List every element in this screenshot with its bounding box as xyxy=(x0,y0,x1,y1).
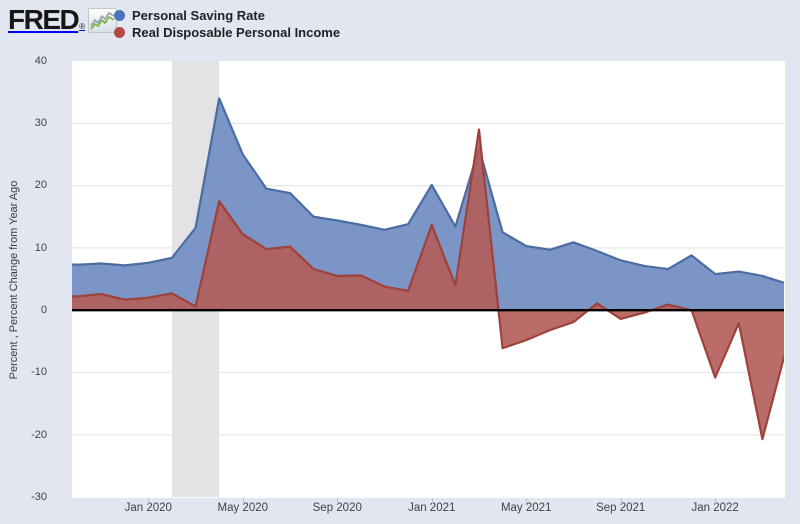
y-tick-label: 40 xyxy=(34,54,47,67)
x-tick-mark xyxy=(148,498,150,504)
y-tick-label: 30 xyxy=(34,117,47,130)
legend-item-real-disposable-personal-income: Real Disposable Personal Income xyxy=(114,25,340,40)
x-tick-mark xyxy=(526,498,528,504)
legend-label: Personal Saving Rate xyxy=(132,8,265,23)
x-tick-label: May 2020 xyxy=(217,502,269,514)
chart-plot-area[interactable] xyxy=(72,61,785,498)
y-tick-label: 10 xyxy=(34,241,47,254)
x-tick-mark xyxy=(715,498,717,504)
legend-item-personal-saving-rate: Personal Saving Rate xyxy=(114,8,340,23)
x-tick-mark xyxy=(620,498,622,504)
legend-swatch-blue xyxy=(114,10,125,21)
x-tick-label: Sep 2020 xyxy=(312,502,362,514)
y-tick-label: 20 xyxy=(34,179,47,192)
sparkline-icon xyxy=(88,7,118,33)
x-tick-label: Jan 2022 xyxy=(691,502,739,514)
y-tick-label: -10 xyxy=(31,366,47,379)
x-tick-label: Sep 2021 xyxy=(596,502,646,514)
line-real-disposable-personal-income xyxy=(72,128,785,441)
area-real-disposable-personal-income xyxy=(72,129,785,440)
x-tick-mark xyxy=(337,498,339,504)
registered-mark-icon: ® xyxy=(79,22,86,31)
x-tick-mark xyxy=(242,498,244,504)
y-tick-label: 0 xyxy=(40,304,47,316)
x-tick-label: Jan 2020 xyxy=(124,502,172,514)
y-axis-title: Percent , Percent Change from Year Ago xyxy=(8,180,20,380)
line-personal-saving-rate xyxy=(72,97,785,285)
legend: Personal Saving Rate Real Disposable Per… xyxy=(114,8,340,40)
x-tick-mark xyxy=(431,498,433,504)
y-tick-label: -20 xyxy=(31,428,47,441)
x-tick-label: Jan 2021 xyxy=(408,502,456,514)
legend-swatch-red xyxy=(114,27,125,38)
y-tick-label: -30 xyxy=(31,490,47,503)
fred-logo-text: FRED xyxy=(8,4,80,35)
x-tick-label: May 2021 xyxy=(500,502,552,514)
legend-label: Real Disposable Personal Income xyxy=(132,25,341,40)
fred-logo-link[interactable]: FRED ® xyxy=(8,4,118,35)
